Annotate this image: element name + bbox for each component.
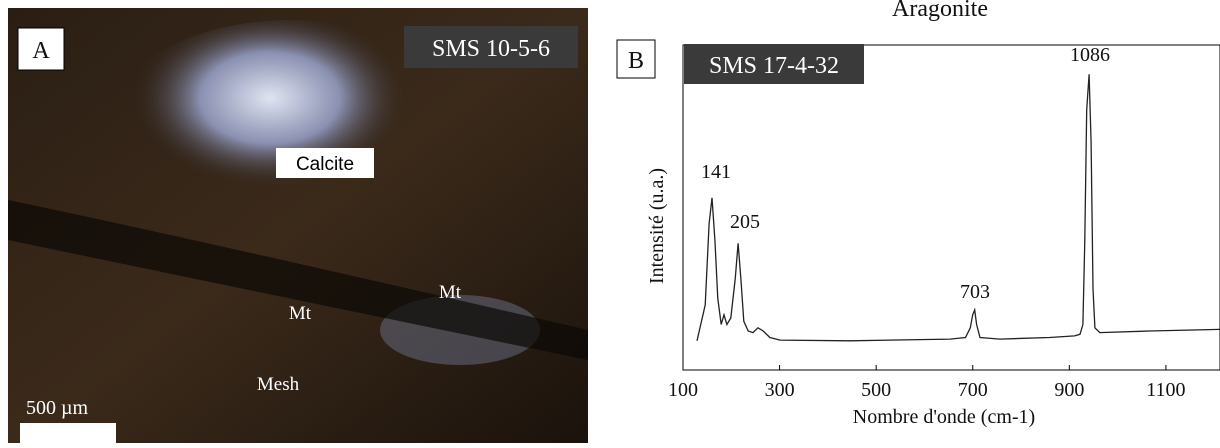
mineral-label: Mt [439, 282, 462, 303]
sample-box [684, 44, 864, 84]
mineral-label: Calcite [296, 154, 354, 175]
x-tick-label: 1100 [1146, 379, 1185, 401]
sample-box [404, 26, 578, 68]
peak-label: 141 [701, 161, 731, 183]
micrograph: A SMS 10-5-6 Calcite Mt Mt Mesh 500 µm [8, 8, 588, 443]
label-box [17, 27, 65, 71]
x-tick-label: 300 [765, 379, 795, 401]
panel-label: A [32, 38, 50, 64]
mineral-label: Mt [289, 303, 312, 324]
x-tick-label: 700 [958, 379, 988, 401]
plot-frame [682, 44, 1220, 371]
sample-label: SMS 17-4-32 [709, 53, 839, 79]
peak-label: 703 [960, 281, 990, 303]
sample-label: SMS 10-5-6 [432, 36, 550, 62]
x-tick-label: 500 [861, 379, 891, 401]
x-axis-label: Nombre d'onde (cm-1) [853, 406, 1035, 428]
x-tick-label: 100 [668, 379, 698, 401]
peak-label: 205 [730, 211, 760, 233]
mineral-label: Mesh [257, 374, 300, 395]
scale-label: 500 µm [26, 397, 89, 419]
label-box [616, 39, 656, 79]
peak-label: 1086 [1070, 44, 1110, 66]
chart-title: Aragonite [892, 0, 988, 22]
y-axis-label: Intensité (u.a.) [646, 168, 668, 284]
scale-bar [20, 423, 116, 443]
spectrum-line [696, 74, 1220, 342]
x-tick-label: 900 [1054, 379, 1084, 401]
panel-label: B [628, 48, 644, 74]
mineral-box [276, 148, 374, 178]
